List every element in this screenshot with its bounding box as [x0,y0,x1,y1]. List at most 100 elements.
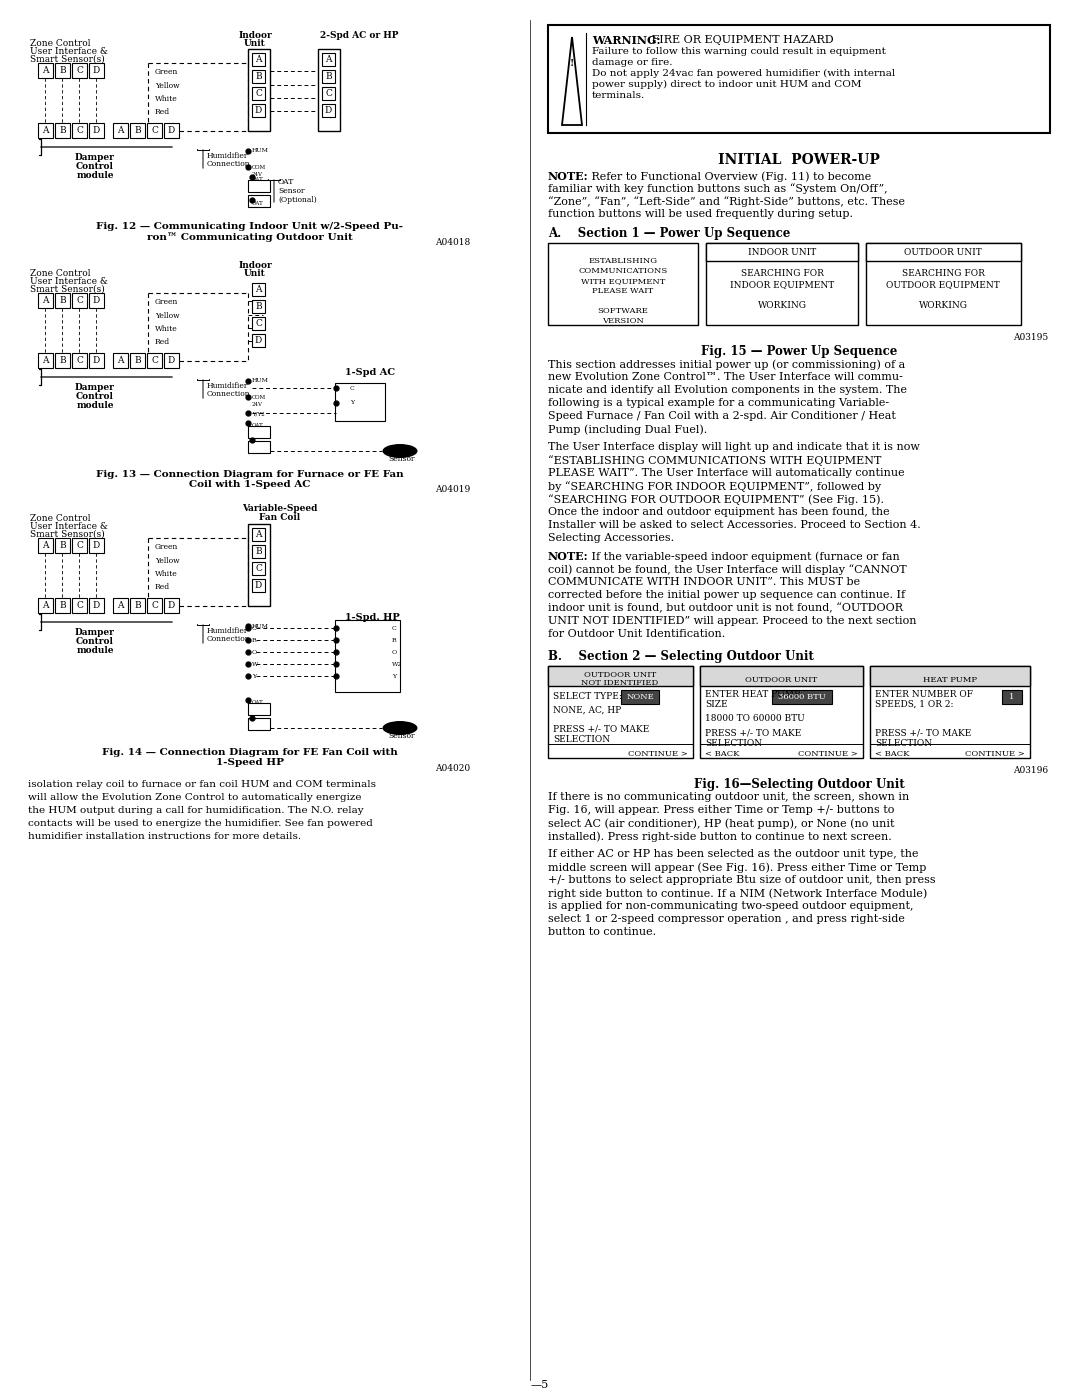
Text: “SEARCHING FOR OUTDOOR EQUIPMENT” (See Fig. 15).: “SEARCHING FOR OUTDOOR EQUIPMENT” (See F… [548,495,885,504]
Text: Smart Sensor(s): Smart Sensor(s) [30,285,105,293]
Text: C: C [151,126,158,136]
Text: Humidifier: Humidifier [207,627,248,636]
Text: O: O [252,650,257,655]
Text: D: D [93,296,100,305]
Text: WARNING:: WARNING: [592,35,661,46]
Text: coil) cannot be found, the User Interface will display “CANNOT: coil) cannot be found, the User Interfac… [548,564,906,574]
Text: D: D [167,126,175,136]
Text: Yellow: Yellow [156,312,179,320]
Text: B: B [59,296,66,305]
Bar [72,63,87,78]
Bar [164,123,179,138]
Text: D: D [255,581,262,590]
Text: C: C [392,626,396,630]
Text: 24V: 24V [252,172,264,177]
Text: A: A [118,126,124,136]
Text: D: D [93,541,100,550]
Text: 18000 TO 60000 BTU: 18000 TO 60000 BTU [705,714,805,724]
Text: UNIT NOT IDENTIFIED” will appear. Proceed to the next section: UNIT NOT IDENTIFIED” will appear. Procee… [548,616,917,626]
Text: Y: Y [392,673,396,679]
Text: C: C [76,126,83,136]
Bar [252,284,265,296]
Text: Green: Green [156,298,178,306]
Text: Red: Red [156,108,171,116]
Text: CONTINUE >: CONTINUE > [629,750,688,759]
Text: ENTER HEAT PUMP: ENTER HEAT PUMP [705,690,800,698]
Text: —5: —5 [531,1380,549,1390]
Bar [89,63,104,78]
Text: will allow the Evolution Zone Control to automatically energize: will allow the Evolution Zone Control to… [28,793,362,802]
Text: C: C [151,356,158,365]
Text: OAT: OAT [252,177,264,182]
Text: User Interface &: User Interface & [30,277,108,286]
Bar [335,620,400,692]
Text: 2-Spd AC or HP: 2-Spd AC or HP [320,31,399,41]
Text: White: White [156,570,178,578]
Text: Indoor: Indoor [238,31,272,41]
Bar [700,666,863,686]
Text: User Interface &: User Interface & [30,522,108,531]
Text: NONE, AC, HP: NONE, AC, HP [553,705,621,715]
Text: R: R [392,637,396,643]
Bar [706,243,858,261]
Text: Humidifier: Humidifier [207,152,248,161]
Text: Red: Red [156,338,171,346]
Bar [113,598,129,613]
Bar [38,123,53,138]
Bar [248,49,270,131]
Text: A: A [325,54,332,64]
Text: for Outdoor Unit Identification.: for Outdoor Unit Identification. [548,629,726,638]
Text: SPEEDS, 1 OR 2:: SPEEDS, 1 OR 2: [875,700,954,710]
Bar [55,63,70,78]
Text: COMMUNICATE WITH INDOOR UNIT”. This MUST be: COMMUNICATE WITH INDOOR UNIT”. This MUST… [548,577,860,587]
Text: A03196: A03196 [1013,766,1048,775]
Text: 1-Spd AC: 1-Spd AC [345,367,395,377]
Bar [252,53,265,66]
Text: D: D [167,601,175,610]
Bar [322,87,335,101]
Ellipse shape [382,444,418,458]
Bar [700,666,863,759]
Text: A: A [118,356,124,365]
Text: WORKING: WORKING [918,300,968,310]
Bar [164,353,179,367]
Text: INITIAL  POWER-UP: INITIAL POWER-UP [718,154,880,168]
Bar [113,123,129,138]
Bar [772,690,832,704]
Text: right side button to continue. If a NIM (Network Interface Module): right side button to continue. If a NIM … [548,888,928,898]
Text: SEARCHING FOR: SEARCHING FOR [741,270,823,278]
Text: SOFTWARE: SOFTWARE [597,307,648,314]
Bar [55,353,70,367]
Text: Zone Control: Zone Control [30,514,91,522]
Text: D: D [255,106,262,115]
Bar [322,70,335,82]
Text: WORKING: WORKING [757,300,807,310]
Text: Green: Green [156,68,178,75]
Text: Sensor: Sensor [278,187,305,196]
Text: B: B [59,66,66,75]
Bar [870,666,1030,759]
Text: OAT: OAT [388,724,404,731]
Text: HUM: HUM [252,148,269,154]
Bar [89,293,104,307]
Text: Unit: Unit [244,270,266,278]
Text: A: A [42,66,49,75]
Text: Damper: Damper [76,629,114,637]
Text: ESTABLISHING: ESTABLISHING [589,257,658,265]
Text: Damper: Damper [76,383,114,393]
Text: B: B [59,541,66,550]
Text: Connection: Connection [207,161,251,168]
Bar [252,528,265,541]
Text: NONE: NONE [626,693,653,701]
Text: OUTDOOR UNIT: OUTDOOR UNIT [745,676,818,685]
Text: terminals.: terminals. [592,91,645,101]
Text: Unit: Unit [244,39,266,47]
Text: Y/Y2: Y/Y2 [252,411,265,416]
Bar [1002,690,1022,704]
Text: NOTE:: NOTE: [548,550,589,562]
Bar [72,353,87,367]
Text: W: W [252,662,258,666]
Text: Yellow: Yellow [156,82,179,89]
Text: power supply) direct to indoor unit HUM and COM: power supply) direct to indoor unit HUM … [592,80,862,89]
Bar [72,123,87,138]
